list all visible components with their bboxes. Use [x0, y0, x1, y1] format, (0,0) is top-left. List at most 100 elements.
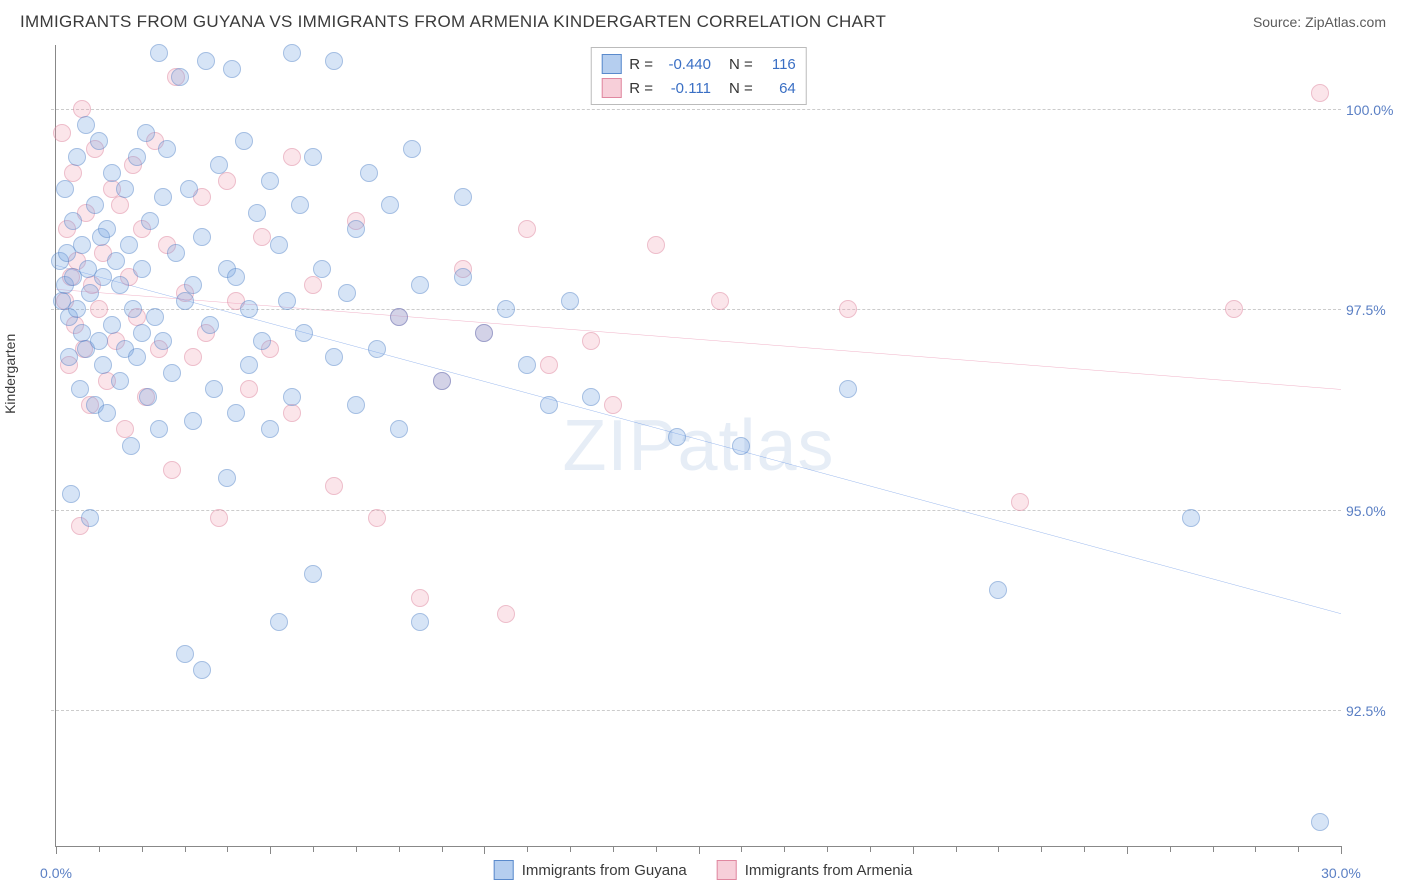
- scatter-point: [227, 268, 245, 286]
- scatter-point: [77, 116, 95, 134]
- scatter-point: [283, 388, 301, 406]
- scatter-point: [253, 332, 271, 350]
- scatter-point: [1311, 84, 1329, 102]
- swatch-pink: [601, 78, 621, 98]
- scatter-point: [64, 164, 82, 182]
- scatter-point: [193, 661, 211, 679]
- swatch-blue: [494, 860, 514, 880]
- scatter-point: [128, 348, 146, 366]
- scatter-point: [411, 589, 429, 607]
- x-tick: [1341, 846, 1342, 854]
- scatter-point: [360, 164, 378, 182]
- y-tick-label: 95.0%: [1346, 503, 1396, 519]
- scatter-point: [561, 292, 579, 310]
- x-tick-minor: [1298, 846, 1299, 852]
- plot-area: ZIPatlas R = -0.440 N = 116 R = -0.111 N…: [55, 45, 1341, 847]
- scatter-point: [347, 396, 365, 414]
- scatter-point: [518, 220, 536, 238]
- y-tick-label: 100.0%: [1346, 102, 1396, 118]
- scatter-point: [53, 124, 71, 142]
- scatter-point: [368, 509, 386, 527]
- scatter-point: [227, 404, 245, 422]
- scatter-point: [325, 52, 343, 70]
- scatter-point: [176, 645, 194, 663]
- scatter-point: [90, 332, 108, 350]
- scatter-point: [497, 300, 515, 318]
- scatter-point: [223, 60, 241, 78]
- scatter-point: [68, 300, 86, 318]
- scatter-point: [94, 268, 112, 286]
- x-tick-minor: [1213, 846, 1214, 852]
- scatter-point: [68, 148, 86, 166]
- y-axis-label: Kindergarten: [2, 334, 18, 414]
- chart-header: IMMIGRANTS FROM GUYANA VS IMMIGRANTS FRO…: [20, 12, 1386, 32]
- scatter-point: [240, 300, 258, 318]
- y-tick-label: 97.5%: [1346, 302, 1396, 318]
- gridline-h: 92.5%: [51, 710, 1341, 711]
- scatter-point: [62, 485, 80, 503]
- x-tick-minor: [227, 846, 228, 852]
- scatter-point: [240, 356, 258, 374]
- scatter-point: [454, 268, 472, 286]
- scatter-point: [171, 68, 189, 86]
- x-tick-minor: [784, 846, 785, 852]
- scatter-point: [154, 332, 172, 350]
- gridline-h: 95.0%: [51, 510, 1341, 511]
- scatter-point: [261, 172, 279, 190]
- scatter-point: [81, 509, 99, 527]
- scatter-point: [347, 220, 365, 238]
- scatter-point: [732, 437, 750, 455]
- chart-container: ZIPatlas R = -0.440 N = 116 R = -0.111 N…: [55, 45, 1341, 847]
- x-tick: [913, 846, 914, 854]
- scatter-point: [56, 180, 74, 198]
- scatter-point: [283, 44, 301, 62]
- scatter-point: [133, 324, 151, 342]
- scatter-point: [248, 204, 266, 222]
- scatter-point: [253, 228, 271, 246]
- scatter-point: [261, 420, 279, 438]
- scatter-point: [150, 44, 168, 62]
- scatter-point: [1011, 493, 1029, 511]
- scatter-point: [1182, 509, 1200, 527]
- scatter-point: [368, 340, 386, 358]
- scatter-point: [107, 252, 125, 270]
- scatter-point: [304, 565, 322, 583]
- x-tick-label: 30.0%: [1321, 865, 1361, 881]
- correlation-row-guyana: R = -0.440 N = 116: [601, 52, 796, 76]
- scatter-point: [71, 380, 89, 398]
- scatter-point: [411, 613, 429, 631]
- scatter-point: [235, 132, 253, 150]
- scatter-point: [582, 388, 600, 406]
- scatter-point: [278, 292, 296, 310]
- scatter-point: [390, 420, 408, 438]
- series-legend: Immigrants from Guyana Immigrants from A…: [494, 860, 913, 880]
- scatter-point: [433, 372, 451, 390]
- x-tick-minor: [356, 846, 357, 852]
- legend-item-armenia: Immigrants from Armenia: [717, 860, 913, 880]
- x-tick-minor: [99, 846, 100, 852]
- scatter-point: [989, 581, 1007, 599]
- scatter-point: [218, 172, 236, 190]
- scatter-point: [839, 380, 857, 398]
- scatter-point: [325, 348, 343, 366]
- scatter-point: [411, 276, 429, 294]
- swatch-blue: [601, 54, 621, 74]
- trend-lines: [56, 45, 1341, 846]
- scatter-point: [403, 140, 421, 158]
- scatter-point: [158, 140, 176, 158]
- x-tick-minor: [313, 846, 314, 852]
- scatter-point: [518, 356, 536, 374]
- scatter-point: [325, 477, 343, 495]
- scatter-point: [116, 180, 134, 198]
- scatter-point: [111, 372, 129, 390]
- x-tick-minor: [1170, 846, 1171, 852]
- scatter-point: [122, 437, 140, 455]
- scatter-point: [120, 236, 138, 254]
- scatter-point: [604, 396, 622, 414]
- scatter-point: [283, 148, 301, 166]
- scatter-point: [146, 308, 164, 326]
- correlation-row-armenia: R = -0.111 N = 64: [601, 76, 796, 100]
- scatter-point: [210, 156, 228, 174]
- x-tick-minor: [998, 846, 999, 852]
- scatter-point: [381, 196, 399, 214]
